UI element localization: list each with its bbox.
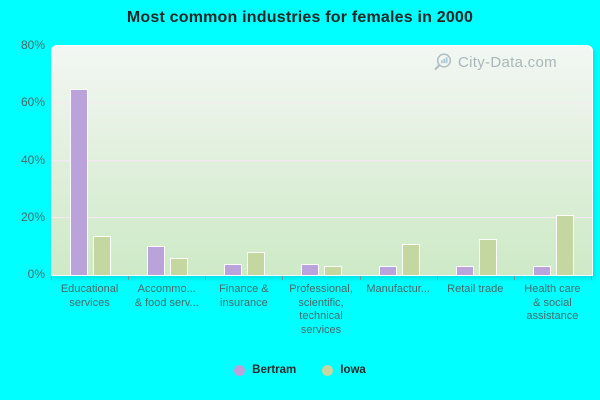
y-axis-label: 0% xyxy=(27,267,45,281)
x-axis-label-line: Educational xyxy=(60,283,119,295)
x-axis-tick xyxy=(436,276,438,280)
x-axis-tick xyxy=(205,276,207,280)
bar-iowa xyxy=(555,214,574,275)
bar-iowa xyxy=(478,239,497,275)
x-axis-label-line: Accommo... xyxy=(137,283,196,295)
x-axis-tick xyxy=(128,276,130,280)
x-axis-label: Health care & social assistance xyxy=(514,283,591,337)
x-axis-label-line: Retail trade xyxy=(447,283,504,295)
x-axis: Educational services Accommo... & food serv… xyxy=(51,283,591,337)
bar-bertram xyxy=(532,266,551,275)
x-axis-label-line: scientific, xyxy=(298,296,344,309)
x-axis-label: Finance & insurance xyxy=(205,283,282,337)
bar-bertram xyxy=(301,263,320,275)
plot-area: City-Data.com xyxy=(51,45,593,276)
legend-label: Iowa xyxy=(340,364,366,376)
city-data-logo-icon xyxy=(433,52,455,72)
gridline-60 xyxy=(52,102,592,104)
legend-item-iowa: Iowa xyxy=(322,364,366,376)
x-axis-tick xyxy=(359,276,361,280)
bar-group xyxy=(515,46,592,275)
x-axis-label: Professional, scientific, technical service… xyxy=(282,283,359,337)
y-axis-label: 20% xyxy=(20,209,45,224)
bar-group xyxy=(438,46,515,275)
y-axis-label: 40% xyxy=(20,152,45,167)
x-axis-label-line: services xyxy=(300,323,342,336)
bar-group xyxy=(206,46,283,275)
bar-bertram xyxy=(224,263,243,275)
x-axis-label-line: Finance & xyxy=(219,283,269,295)
x-axis-label: Retail trade xyxy=(437,283,514,337)
x-axis-label-line: Health care xyxy=(524,283,581,295)
bar-bertram xyxy=(147,246,166,275)
legend-swatch-icon xyxy=(234,364,246,376)
x-axis-label-line: & social xyxy=(533,296,572,309)
bar-bertram xyxy=(378,266,397,275)
x-axis-label-line: assistance xyxy=(526,310,579,322)
legend-item-bertram: Bertram xyxy=(234,364,296,376)
x-axis-label-line: services xyxy=(69,296,110,309)
bar-group xyxy=(283,46,360,275)
x-axis-label: Accommo... & food serv... xyxy=(128,283,205,337)
x-axis-tick xyxy=(282,276,284,280)
chart-title: Most common industries for females in 20… xyxy=(126,9,474,26)
legend-swatch-icon xyxy=(322,364,334,376)
gridline-20 xyxy=(52,216,592,218)
bar-iowa xyxy=(247,252,266,275)
bar-iowa xyxy=(401,243,420,275)
y-axis-label: 80% xyxy=(20,38,45,52)
x-axis-label-line: Professional, xyxy=(289,283,353,295)
x-axis-label-line: technical xyxy=(299,310,343,322)
x-axis-ticks xyxy=(51,276,592,280)
bar-group xyxy=(129,46,206,275)
x-axis-tick xyxy=(51,276,52,280)
x-axis-label-line: insurance xyxy=(220,296,268,309)
legend: Bertram Iowa xyxy=(0,364,600,376)
y-axis-label: 60% xyxy=(20,95,45,110)
bar-iowa xyxy=(93,236,112,275)
legend-label: Bertram xyxy=(252,364,297,376)
gridline-40 xyxy=(52,159,592,161)
x-axis-label: Manufactur... xyxy=(360,283,437,337)
bar-iowa xyxy=(170,257,189,275)
watermark-text: City-Data.com xyxy=(458,53,557,71)
x-axis-label: Educational services xyxy=(51,283,128,337)
bar-bertram xyxy=(455,266,474,275)
bar-iowa xyxy=(324,266,343,275)
y-axis: 0% 20% 40% 60% 80% xyxy=(0,0,45,400)
bar-groups xyxy=(52,46,592,275)
x-axis-tick xyxy=(591,276,592,280)
watermark: City-Data.com xyxy=(433,52,557,72)
bar-bertram xyxy=(70,88,89,275)
x-axis-label-line: Manufactur... xyxy=(366,283,430,295)
x-axis-label-line: & food serv... xyxy=(134,296,199,309)
bar-group xyxy=(52,46,129,275)
bar-group xyxy=(361,46,438,275)
x-axis-tick xyxy=(513,276,515,280)
